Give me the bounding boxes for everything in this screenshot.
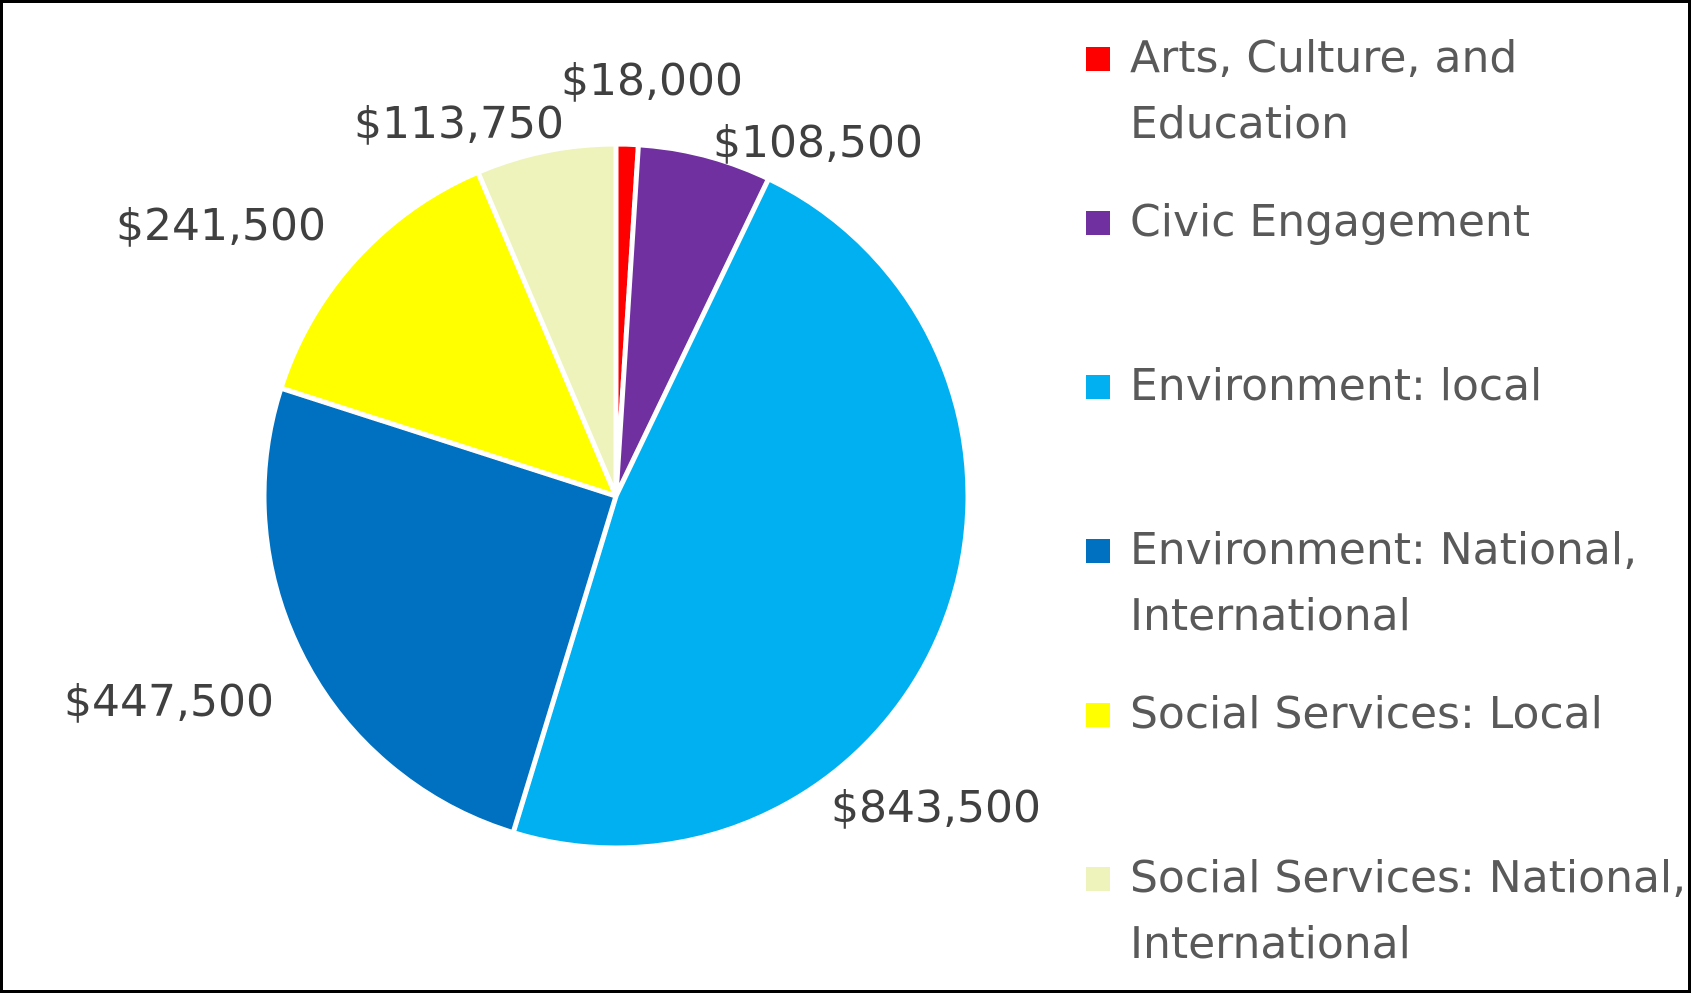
pie-slice-3 <box>510 176 971 851</box>
data-label-5: $241,500 <box>116 200 326 251</box>
legend-label-3: Environment: local <box>1130 360 1543 411</box>
pie-slice-5 <box>278 169 619 499</box>
data-label-6: $113,750 <box>354 98 564 149</box>
data-label-1: $18,000 <box>561 55 743 106</box>
pie-chart: $18,000 $108,500 $843,500 $447,500 $241,500 $… <box>64 55 1041 851</box>
legend-swatch-5 <box>1086 703 1110 727</box>
pie-slice-2 <box>613 142 772 499</box>
legend-swatch-2 <box>1086 211 1110 235</box>
legend-label-2: Civic Engagement <box>1130 196 1531 247</box>
pie-slices <box>261 141 971 851</box>
legend-label-6: Social Services: National, International <box>1130 852 1687 969</box>
pie-slice-6 <box>475 141 619 499</box>
data-label-2: $108,500 <box>713 117 923 168</box>
pie-data-labels: $18,000 $108,500 $843,500 $447,500 $241,500 $… <box>64 55 1041 833</box>
legend-label-4: Environment: National, International <box>1130 524 1638 641</box>
legend-swatch-4 <box>1086 539 1110 563</box>
legend-label-5: Social Services: Local <box>1130 688 1603 739</box>
legend-swatch-3 <box>1086 375 1110 399</box>
pie-slice-4 <box>261 385 619 836</box>
data-label-4: $447,500 <box>64 676 274 727</box>
legend-label-1: Arts, Culture, and Education <box>1130 32 1518 149</box>
legend-swatch-6 <box>1086 867 1110 891</box>
data-label-3: $843,500 <box>831 782 1041 833</box>
legend-swatch-1 <box>1086 47 1110 71</box>
